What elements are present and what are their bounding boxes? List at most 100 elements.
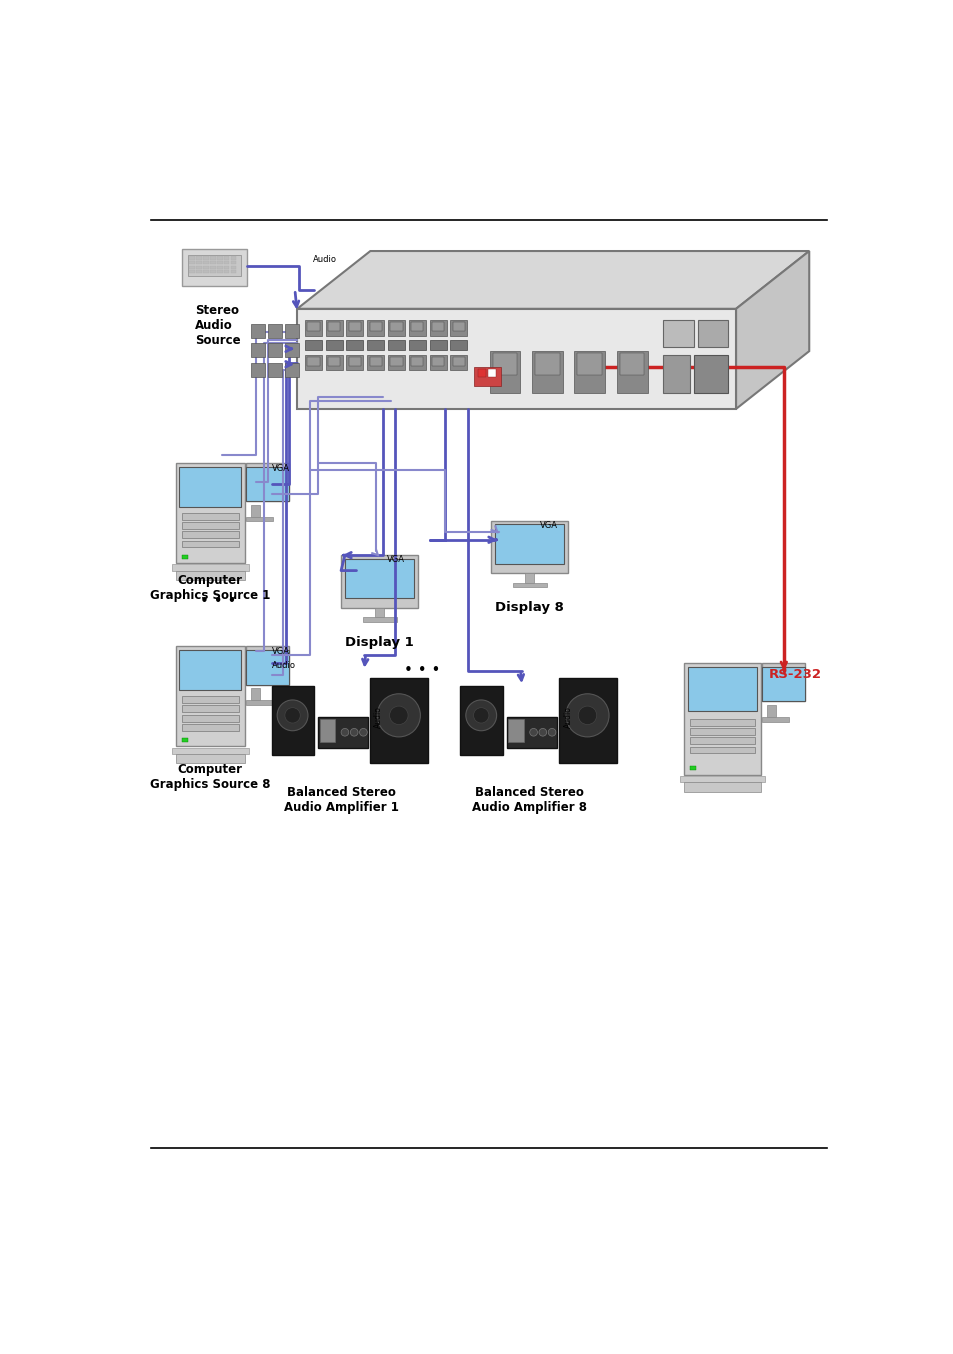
- Bar: [411, 322, 423, 332]
- Bar: [388, 340, 405, 351]
- Bar: [210, 271, 215, 274]
- Text: Display 1: Display 1: [345, 636, 414, 649]
- Bar: [328, 322, 340, 332]
- Bar: [761, 663, 803, 701]
- Bar: [231, 261, 236, 264]
- Text: Audio: Audio: [374, 705, 383, 728]
- Bar: [508, 719, 523, 742]
- Text: Computer
Graphics Source 8: Computer Graphics Source 8: [150, 764, 270, 791]
- Bar: [506, 716, 557, 747]
- Bar: [345, 559, 414, 598]
- Bar: [179, 467, 241, 506]
- Bar: [217, 261, 222, 264]
- Bar: [217, 256, 222, 260]
- Bar: [619, 353, 644, 375]
- Bar: [224, 271, 229, 274]
- Text: Audio: Audio: [563, 705, 572, 728]
- Bar: [689, 746, 754, 753]
- Bar: [297, 309, 736, 409]
- Bar: [577, 353, 601, 375]
- Bar: [558, 678, 616, 764]
- Bar: [450, 321, 467, 336]
- Bar: [349, 356, 361, 366]
- Bar: [251, 363, 265, 376]
- Text: Audio: Audio: [272, 661, 295, 670]
- Bar: [390, 322, 402, 332]
- Text: VGA: VGA: [387, 555, 405, 565]
- Bar: [268, 363, 281, 376]
- Bar: [246, 646, 289, 685]
- Bar: [172, 747, 249, 754]
- Bar: [181, 715, 238, 722]
- Bar: [196, 256, 201, 260]
- Bar: [388, 321, 405, 336]
- Bar: [367, 340, 384, 351]
- Bar: [190, 265, 194, 268]
- Circle shape: [350, 728, 357, 737]
- Bar: [761, 666, 803, 701]
- Bar: [370, 678, 428, 764]
- Bar: [181, 555, 188, 559]
- Bar: [450, 355, 467, 371]
- Bar: [285, 324, 298, 338]
- Bar: [307, 322, 319, 332]
- Circle shape: [548, 728, 556, 737]
- Text: Balanced Stereo
Audio Amplifier 1: Balanced Stereo Audio Amplifier 1: [283, 787, 398, 814]
- Bar: [181, 696, 238, 703]
- Bar: [203, 265, 209, 268]
- Bar: [369, 356, 381, 366]
- Circle shape: [277, 700, 308, 731]
- Bar: [489, 351, 520, 394]
- Bar: [687, 666, 756, 711]
- Circle shape: [285, 708, 300, 723]
- Bar: [210, 261, 215, 264]
- Bar: [246, 700, 274, 704]
- Bar: [524, 573, 534, 582]
- Bar: [251, 344, 265, 357]
- Bar: [246, 463, 289, 501]
- Bar: [175, 463, 245, 563]
- Bar: [346, 340, 363, 351]
- Bar: [662, 321, 693, 347]
- Bar: [390, 356, 402, 366]
- Text: VGA: VGA: [272, 464, 290, 474]
- Text: • • •: • • •: [199, 594, 235, 609]
- Bar: [305, 355, 321, 371]
- Bar: [328, 356, 340, 366]
- Bar: [181, 724, 238, 731]
- Text: Balanced Stereo
Audio Amplifier 8: Balanced Stereo Audio Amplifier 8: [472, 787, 587, 814]
- Bar: [231, 271, 236, 274]
- Bar: [683, 783, 760, 792]
- Text: VGA: VGA: [272, 647, 290, 655]
- Bar: [190, 261, 194, 264]
- Polygon shape: [297, 250, 808, 309]
- Bar: [411, 356, 423, 366]
- Bar: [181, 513, 238, 520]
- Bar: [246, 467, 289, 501]
- Bar: [251, 324, 265, 338]
- Bar: [181, 540, 238, 547]
- Bar: [268, 324, 281, 338]
- Bar: [203, 256, 209, 260]
- Bar: [460, 686, 502, 756]
- Bar: [246, 650, 289, 685]
- Bar: [231, 256, 236, 260]
- Circle shape: [341, 728, 349, 737]
- Circle shape: [389, 705, 408, 724]
- Bar: [325, 321, 342, 336]
- Bar: [346, 355, 363, 371]
- Bar: [268, 344, 281, 357]
- Bar: [409, 321, 425, 336]
- Bar: [325, 355, 342, 371]
- Bar: [761, 716, 788, 722]
- Bar: [246, 517, 274, 521]
- Bar: [453, 322, 464, 332]
- Bar: [488, 368, 496, 376]
- Bar: [319, 719, 335, 742]
- Bar: [196, 261, 201, 264]
- Bar: [532, 351, 562, 394]
- Circle shape: [578, 705, 596, 724]
- Bar: [179, 650, 241, 691]
- Bar: [493, 353, 517, 375]
- Circle shape: [565, 693, 608, 737]
